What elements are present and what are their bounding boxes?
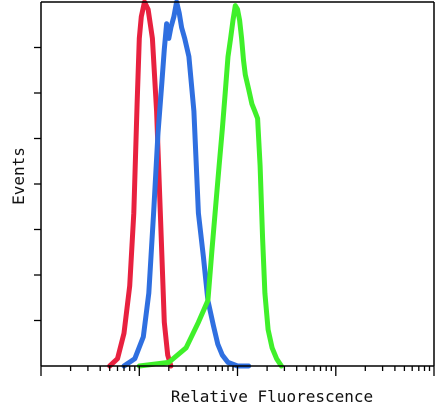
y-axis-label: Events [9, 147, 28, 205]
histogram-series-1 [107, 0, 174, 369]
ticks-layer [34, 46, 435, 376]
histogram-series-2 [121, 0, 252, 369]
series-layer [107, 0, 284, 369]
histogram-series-3 [136, 3, 284, 369]
axes-layer [40, 1, 435, 367]
x-axis-label: Relative Fluorescence [171, 387, 373, 406]
